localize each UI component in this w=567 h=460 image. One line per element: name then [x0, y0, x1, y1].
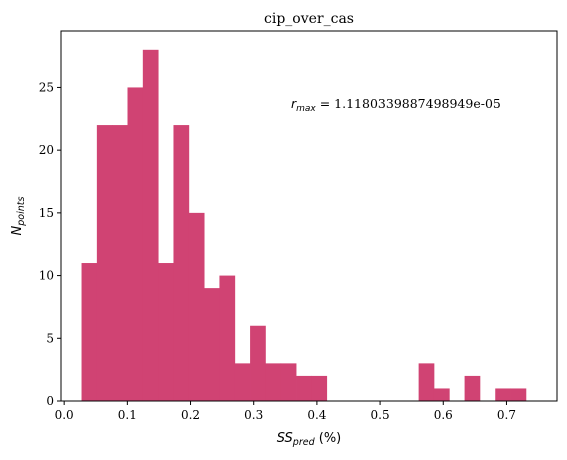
histogram-bar	[280, 363, 297, 401]
y-axis-label: Npoints	[10, 196, 27, 235]
x-axis-label-main: SS	[277, 431, 293, 446]
histogram-bar	[495, 388, 511, 401]
x-tick-label: 0.7	[497, 408, 516, 422]
histogram-bar	[96, 125, 113, 401]
x-tick-label: 0.1	[118, 408, 137, 422]
y-axis-label-main: N	[10, 225, 25, 235]
histogram-bar	[250, 325, 266, 401]
annotation-subscript: max	[296, 104, 316, 114]
y-tick-label: 5	[46, 331, 54, 345]
y-tick-label: 25	[39, 80, 54, 94]
histogram-bar	[127, 87, 144, 402]
histogram-bar	[418, 363, 435, 401]
histogram-bar	[219, 275, 236, 401]
histogram-bar	[433, 388, 450, 401]
y-axis-label-subscript: points	[16, 196, 27, 226]
x-tick-label: 0.3	[244, 408, 263, 422]
r-max-annotation: rmax = 1.1180339887498949e-05	[291, 96, 501, 114]
plot-frame	[60, 30, 558, 402]
chart-title: cip_over_cas	[264, 11, 354, 27]
histogram-bar	[112, 125, 128, 401]
histogram-bar	[296, 375, 312, 401]
x-axis-label-unit: (%)	[315, 431, 342, 446]
x-tick-label: 0.6	[434, 408, 453, 422]
histogram-bar	[311, 375, 328, 401]
histogram-bar	[234, 363, 251, 401]
annotation-symbol: r	[291, 96, 297, 111]
histogram-bars	[81, 49, 527, 402]
histogram-bar	[158, 263, 174, 401]
histogram-bar	[188, 212, 205, 401]
y-axis-ticks: 0 5 10 15 20 25	[39, 80, 61, 408]
histogram-bar	[464, 375, 481, 401]
x-axis-label-subscript: pred	[292, 437, 316, 448]
annotation-value: = 1.1180339887498949e-05	[316, 96, 501, 111]
x-axis-ticks: 0.0 0.1 0.2 0.3 0.4 0.5 0.6 0.7	[55, 401, 516, 422]
histogram-bar	[265, 363, 282, 401]
x-tick-label: 0.2	[181, 408, 200, 422]
histogram-bar	[510, 388, 527, 401]
x-axis-label: SSpred (%)	[277, 431, 342, 448]
x-tick-label: 0.5	[371, 408, 390, 422]
x-tick-label: 0.0	[55, 408, 74, 422]
y-tick-label: 20	[39, 143, 54, 157]
histogram-bar	[81, 263, 98, 401]
histogram-bar	[204, 288, 220, 401]
y-tick-label: 0	[46, 394, 54, 408]
x-tick-label: 0.4	[307, 408, 326, 422]
histogram-bar	[173, 125, 190, 401]
y-tick-label: 10	[39, 269, 54, 283]
histogram-bar	[142, 49, 159, 401]
y-tick-label: 15	[39, 206, 54, 220]
